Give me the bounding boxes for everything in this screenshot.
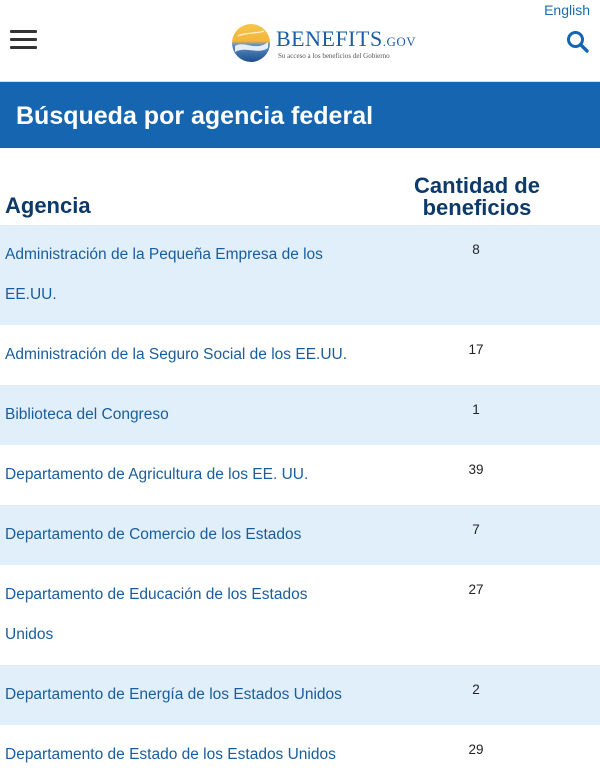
table-row: Departamento de Educación de los Estados… (0, 565, 600, 665)
table-row: Departamento de Comercio de los Estados … (0, 505, 600, 583)
logo-wordmark: BENEFITS.GOV (276, 26, 416, 52)
page-title: Búsqueda por agencia federal (16, 102, 374, 130)
logo-globe-icon (232, 24, 270, 62)
table-row: Administración de la Seguro Social de lo… (0, 325, 600, 385)
agency-link[interactable]: Departamento de Agricultura de los EE. U… (5, 466, 309, 483)
page-banner: Búsqueda por agencia federal (0, 82, 600, 148)
agency-link[interactable]: Biblioteca del Congreso (5, 406, 169, 423)
table-row: Departamento de Energía de los Estados U… (0, 665, 600, 725)
table-row: Biblioteca del Congreso 1 (0, 385, 600, 445)
benefit-count: 7 (472, 522, 480, 537)
menu-bar (10, 38, 37, 41)
benefit-count: 8 (472, 242, 480, 257)
menu-bar (10, 46, 37, 49)
search-icon[interactable] (566, 30, 590, 54)
search-glyph (567, 31, 589, 53)
english-language-link[interactable]: English (544, 2, 590, 18)
benefit-count: 39 (468, 462, 484, 477)
menu-bar (10, 30, 37, 33)
logo-tagline: Su acceso a los beneficios del Gobierno (278, 52, 390, 60)
column-header-agency: Agencia (5, 193, 91, 218)
benefit-count: 29 (468, 742, 484, 757)
agency-link[interactable]: Administración de la Seguro Social de lo… (5, 346, 348, 363)
site-header: English BENEFITS.GOV Su acceso a los ben… (0, 0, 600, 82)
benefit-count: 2 (472, 682, 480, 697)
agency-table: Administración de la Pequeña Empresa de … (0, 225, 600, 768)
agency-link[interactable]: Administración de la Pequeña Empresa de … (5, 246, 323, 303)
benefit-count: 17 (468, 342, 484, 357)
logo-word-suffix: .GOV (382, 34, 417, 49)
benefit-count: 1 (472, 402, 480, 417)
benefit-count: 27 (468, 582, 484, 597)
benefits-gov-logo[interactable]: BENEFITS.GOV Su acceso a los beneficios … (230, 20, 416, 64)
column-header-count: Cantidad de beneficios (414, 173, 540, 220)
agency-link[interactable]: Departamento de Energía de los Estados U… (5, 686, 342, 703)
logo-word-main: BENEFITS (276, 26, 383, 51)
table-row: Departamento de Estado de los Estados Un… (0, 725, 600, 768)
table-row: Administración de la Pequeña Empresa de … (0, 225, 600, 325)
agency-link[interactable]: Departamento de Educación de los Estados… (5, 586, 308, 643)
agency-link[interactable]: Departamento de Estado de los Estados Un… (5, 746, 336, 763)
table-row: Departamento de Agricultura de los EE. U… (0, 445, 600, 505)
hamburger-menu-icon[interactable] (10, 30, 37, 50)
